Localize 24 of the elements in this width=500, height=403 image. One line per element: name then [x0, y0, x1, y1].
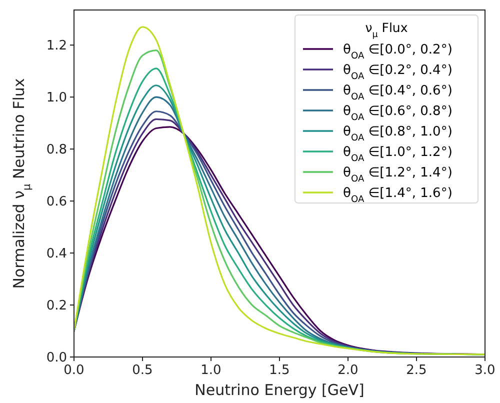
- legend-label: θ$_{OA}$ ∈[1.4°, 1.6°): [343, 186, 452, 205]
- y-tick-label: 0.2: [46, 298, 67, 314]
- y-tick-label: 0.6: [46, 194, 67, 210]
- y-tick-label: 1.0: [46, 90, 67, 106]
- y-tick-label: 0.4: [46, 246, 67, 262]
- legend-title: ν$_{μ}$ Flux: [365, 20, 408, 40]
- x-tick-label: 2.5: [406, 363, 427, 378]
- x-axis-title: Neutrino Energy [GeV]: [194, 381, 364, 399]
- legend-label: θ$_{OA}$ ∈[0.8°, 1.0°): [343, 124, 452, 144]
- legend-label: θ$_{OA}$ ∈[0.2°, 0.4°): [343, 63, 452, 82]
- x-tick-label: 1.0: [200, 363, 222, 378]
- x-tick-label: 2.0: [338, 363, 358, 378]
- x-tick-label: 1.5: [269, 363, 290, 378]
- legend-label: θ$_{OA}$ ∈[0.4°, 0.6°): [343, 84, 452, 102]
- legend-label: θ$_{OA}$ ∈[1.0°, 1.2°): [343, 145, 452, 164]
- y-tick-label: 0.0: [46, 350, 67, 366]
- y-tick-label: 1.2: [46, 38, 67, 54]
- x-tick-label: 3.0: [474, 363, 496, 378]
- legend-label: θ$_{OA}$ ∈[0.6°, 0.8°): [343, 104, 452, 123]
- x-tick-label: 0.0: [64, 363, 84, 378]
- y-tick-label: 0.8: [46, 142, 67, 158]
- legend-label: θ$_{OA}$ ∈[1.2°, 1.4°): [343, 166, 452, 184]
- x-tick-label: 0.5: [132, 363, 153, 378]
- legend-label: θ$_{OA}$ ∈[0.0°, 0.2°): [343, 42, 452, 62]
